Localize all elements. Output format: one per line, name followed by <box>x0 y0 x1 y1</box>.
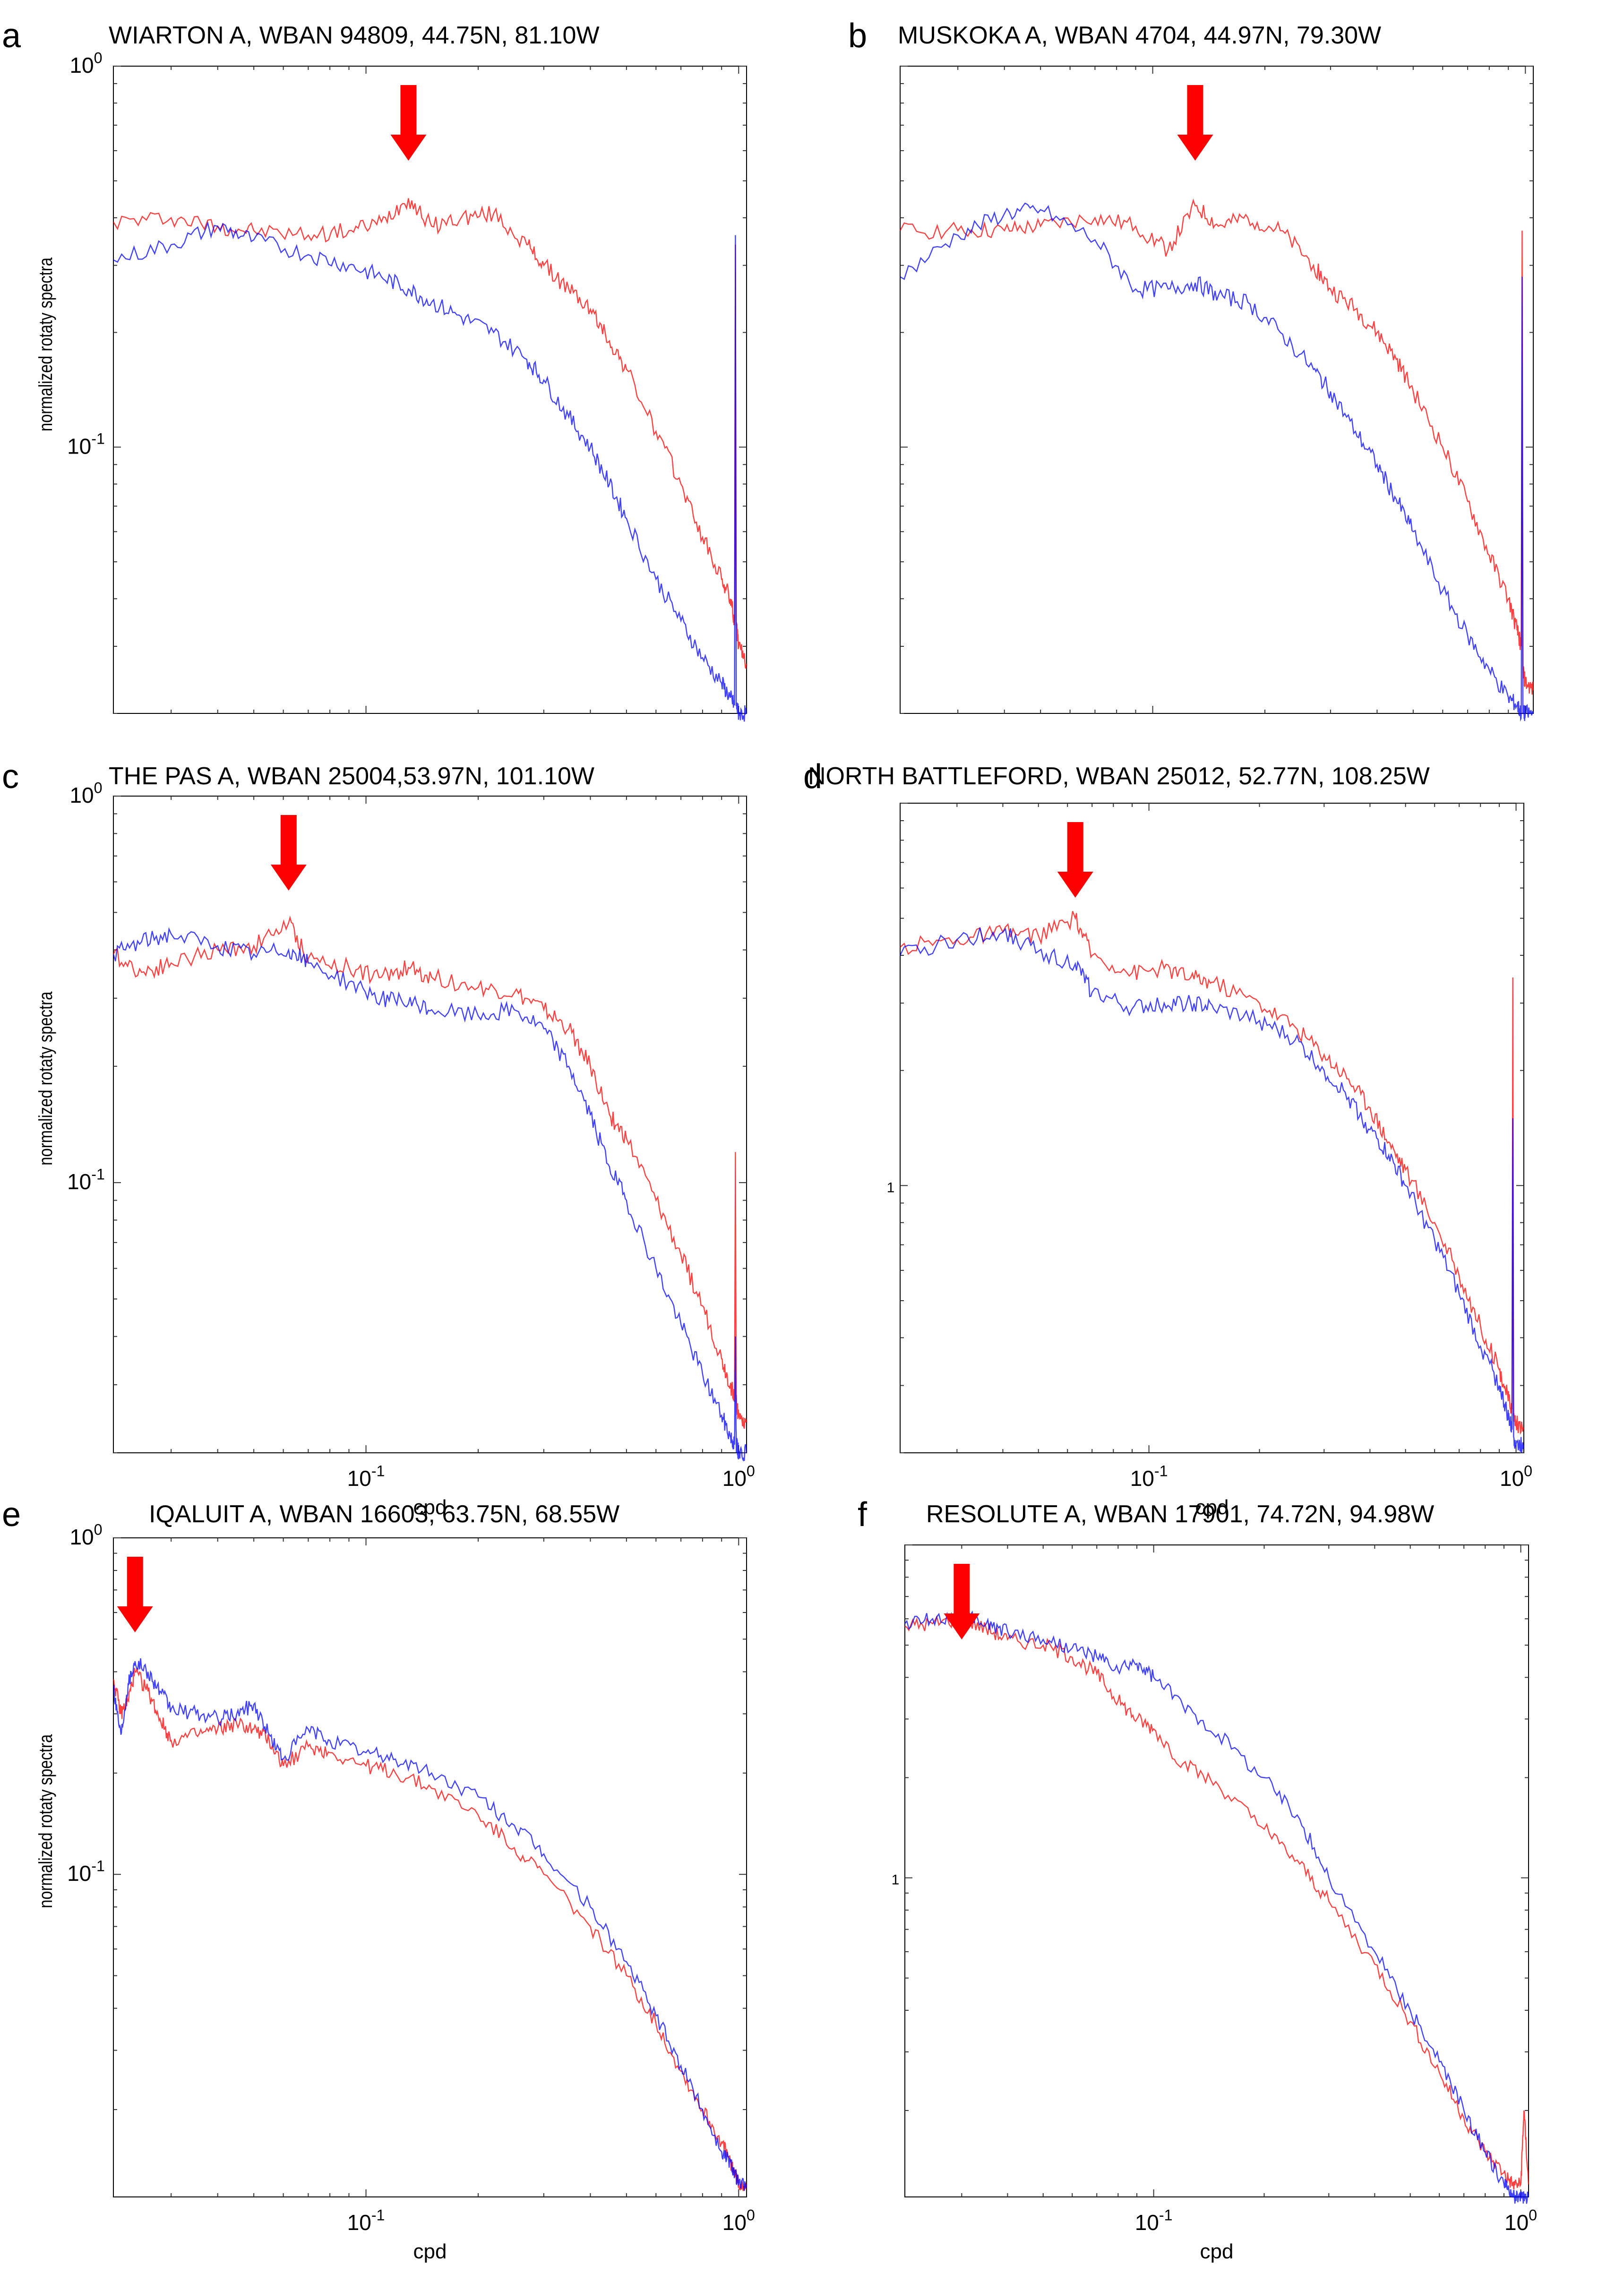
axes-frame <box>900 803 1524 1453</box>
x-tick-label: 10-1 <box>347 1462 385 1491</box>
series-line-red <box>112 1668 748 2191</box>
y-axis-label: normalized rotaty spectra <box>35 1734 56 1908</box>
series-line-blue <box>112 1658 748 2191</box>
peak-arrow-icon <box>1057 822 1093 898</box>
series-line-blue <box>113 221 748 722</box>
panel-title: NORTH BATTLEFORD, WBAN 25012, 52.77N, 10… <box>808 763 1430 790</box>
panel-c: c THE PAS A, WBAN 25004,53.97N, 101.10W 10… <box>2 758 755 1519</box>
series-line-red <box>904 1613 1529 2190</box>
series-line-red <box>899 198 1534 695</box>
peak-arrow-icon <box>117 1557 153 1632</box>
series-line-blue <box>904 1610 1529 2204</box>
panel-title: WIARTON A, WBAN 94809, 44.75N, 81.10W <box>109 22 600 49</box>
tick-marks <box>113 1537 747 2197</box>
peak-arrow-icon <box>1177 85 1213 161</box>
x-tick-label: 100 <box>1500 1462 1532 1491</box>
panel-letter: b <box>848 17 867 55</box>
series-line-red <box>112 198 748 669</box>
panel-letter: d <box>803 758 822 796</box>
x-tick-label: 10-1 <box>1135 2206 1173 2235</box>
tick-marks <box>113 796 747 1453</box>
y-tick-label: 100 <box>69 779 102 807</box>
x-axis-label: cpd <box>413 1496 447 1519</box>
axes-frame <box>904 1544 1529 2197</box>
y-tick-label: 10-1 <box>67 1858 105 1886</box>
y-tick-label: 10-1 <box>67 430 105 459</box>
series-line-blue <box>112 927 748 1462</box>
axes-frame <box>113 796 747 1453</box>
panel-e: e IQALUIT A, WBAN 16603, 63.75N, 68.55W 10… <box>2 1496 755 2263</box>
panel-letter: f <box>858 1496 868 1534</box>
x-axis-label: cpd <box>1200 2240 1234 2263</box>
y-tick-label: 100 <box>69 1521 102 1549</box>
tick-marks <box>113 66 747 714</box>
panel-title: IQALUIT A, WBAN 16603, 63.75N, 68.55W <box>149 1501 619 1528</box>
tick-marks <box>900 803 1524 1453</box>
panel-a: a WIARTON A, WBAN 94809, 44.75N, 81.10W 10… <box>2 17 748 722</box>
x-tick-label: 100 <box>1504 2206 1537 2235</box>
y-tick-label: 10-1 <box>67 1166 105 1194</box>
y-axis-label: normalized rotaty spectra <box>35 257 56 431</box>
x-tick-label: 100 <box>722 2206 755 2235</box>
panel-title: MUSKOKA A, WBAN 4704, 44.97N, 79.30W <box>898 22 1381 49</box>
axes-frame <box>113 66 747 714</box>
y-tick-label: 1 <box>892 1872 900 1888</box>
y-tick-label: 100 <box>69 49 102 77</box>
panel-f: f RESOLUTE A, WBAN 17901, 74.72N, 94.98W 1… <box>858 1496 1537 2263</box>
panel-letter: e <box>2 1496 21 1534</box>
y-tick-label: 1 <box>887 1180 895 1195</box>
panel-letter: c <box>2 758 19 796</box>
panel-b: b MUSKOKA A, WBAN 4704, 44.97N, 79.30W <box>848 17 1534 722</box>
x-tick-label: 100 <box>722 1462 755 1491</box>
peak-arrow-icon <box>944 1564 980 1639</box>
series-line-red <box>900 911 1525 1435</box>
peak-arrow-icon <box>390 85 427 161</box>
panel-letter: a <box>2 17 21 55</box>
x-axis-label: cpd <box>413 2240 447 2263</box>
axes-frame <box>113 1537 747 2197</box>
x-axis-label: cpd <box>1195 1496 1229 1519</box>
y-axis-label: normalized rotaty spectra <box>35 991 56 1166</box>
series-line-blue <box>900 202 1534 722</box>
tick-marks <box>900 66 1533 714</box>
tick-marks <box>905 1544 1529 2197</box>
panel-title: RESOLUTE A, WBAN 17901, 74.72N, 94.98W <box>926 1501 1434 1528</box>
peak-arrow-icon <box>270 815 307 891</box>
axes-frame <box>900 66 1534 714</box>
x-tick-label: 10-1 <box>1130 1462 1168 1491</box>
series-line-blue <box>899 927 1525 1453</box>
x-tick-label: 10-1 <box>347 2206 385 2235</box>
series-line-red <box>112 915 748 1429</box>
panel-title: THE PAS A, WBAN 25004,53.97N, 101.10W <box>109 763 594 790</box>
